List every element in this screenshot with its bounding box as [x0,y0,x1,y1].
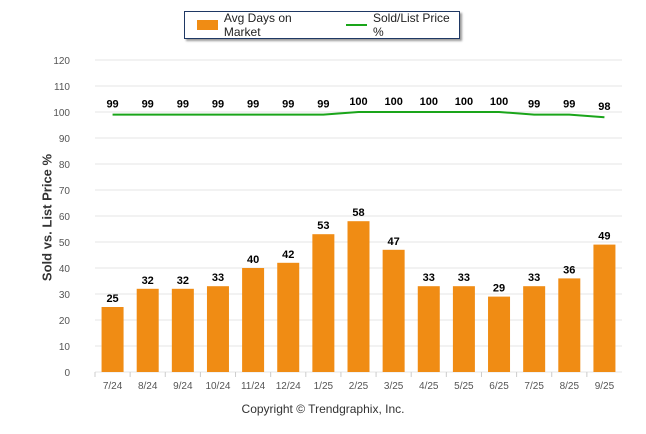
x-tick-label: 7/24 [103,381,123,392]
line-data-label: 100 [420,96,438,108]
line-data-label: 100 [490,96,508,108]
y-tick-label: 90 [59,134,71,145]
x-tick-label: 2/25 [349,381,369,392]
line-data-label: 100 [349,96,367,108]
y-tick-label: 100 [53,108,70,119]
bar [523,286,546,372]
line-data-label: 99 [177,99,189,111]
bar [101,307,124,372]
line-data-label: 99 [563,99,575,111]
x-tick-label: 12/24 [276,381,301,392]
legend-swatch-bar [197,20,218,30]
y-axis-label: Sold vs. List Price % [39,153,55,282]
bar [593,244,616,372]
bar-data-label: 49 [598,231,610,243]
line-data-label: 99 [317,99,329,111]
bar-data-label: 42 [282,249,294,261]
bar [277,262,300,372]
bar-data-label: 33 [528,272,540,284]
y-tick-label: 20 [59,316,71,327]
y-tick-label: 0 [64,368,70,379]
bar-data-label: 29 [493,283,505,295]
x-tick-label: 8/25 [560,381,580,392]
bar [488,296,511,372]
line-data-label: 100 [384,96,402,108]
line-data-label: 99 [247,99,259,111]
price-line [112,111,605,119]
y-tick-label: 120 [53,56,70,67]
y-tick-label: 110 [54,82,70,93]
bar-data-label: 40 [247,254,259,266]
y-tick-label: 60 [59,212,71,223]
bar [312,234,335,372]
bar [417,286,440,372]
bar-data-label: 36 [563,264,575,276]
x-tick-label: 7/25 [524,381,544,392]
bar-data-label: 33 [212,272,224,284]
y-tick-label: 80 [59,160,71,171]
legend-label-days: Avg Days on Market [223,11,292,39]
line-data-label: 100 [455,96,473,108]
legend-label-price: Sold/List Price % [372,11,450,39]
y-tick-label: 10 [59,342,71,353]
bar [242,268,265,372]
bar-data-label: 32 [142,275,154,287]
line-data-label: 99 [528,99,540,111]
x-tick-label: 11/24 [241,381,266,392]
bar-data-label: 32 [177,275,189,287]
legend: Avg Days on Market Sold/List Price % [184,11,460,39]
bar [452,286,475,372]
bar-data-label: 47 [388,236,400,248]
x-tick-label: 9/24 [173,381,193,392]
bar-data-label: 25 [106,293,118,305]
bar-data-label: 58 [352,207,364,219]
line-data-label: 98 [598,101,610,113]
line-data-label: 99 [106,99,118,111]
bar [171,288,194,372]
bar-data-label: 33 [458,272,470,284]
x-tick-label: 1/25 [314,381,334,392]
copyright: Copyright © Trendgraphix, Inc. [241,402,405,416]
x-tick-label: 3/25 [384,381,404,392]
x-tick-label: 8/24 [138,381,158,392]
bar [206,286,229,372]
line-data-label: 99 [282,99,294,111]
bar [382,249,405,372]
bar-data-label: 53 [317,220,329,232]
bar-data-label: 33 [423,272,435,284]
y-tick-label: 40 [59,264,71,275]
y-tick-label: 30 [59,290,71,301]
line-data-label: 99 [142,99,154,111]
legend-swatch-line [346,24,367,26]
bar [558,278,581,372]
bar [347,221,370,372]
x-tick-label: 4/25 [419,381,439,392]
x-tick-label: 6/25 [489,381,509,392]
bar [136,288,159,372]
x-tick-label: 5/25 [454,381,474,392]
x-tick-label: 10/24 [205,381,230,392]
x-tick-label: 9/25 [595,381,615,392]
y-tick-label: 70 [59,186,71,197]
line-data-label: 99 [212,99,224,111]
y-tick-label: 50 [59,238,71,249]
